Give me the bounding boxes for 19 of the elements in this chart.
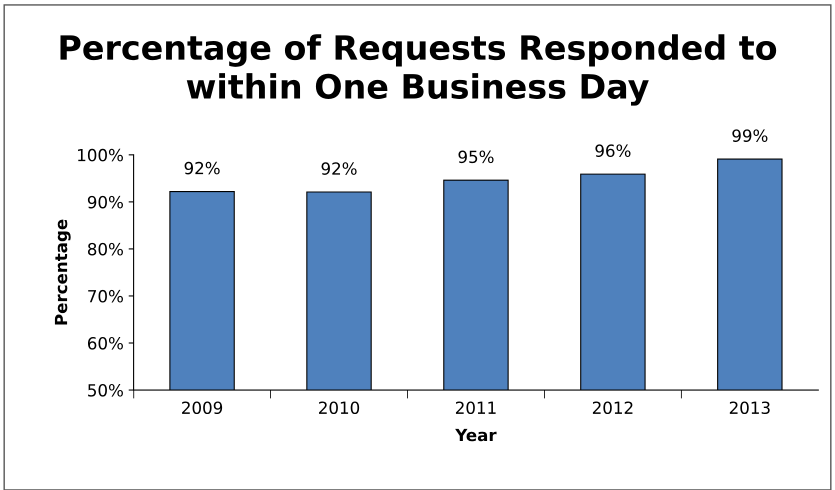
y-tick-label: 90% xyxy=(88,196,123,208)
data-label: 92% xyxy=(322,162,357,175)
x-tick-label: 2012 xyxy=(592,401,632,414)
data-label: 92% xyxy=(184,162,220,174)
y-tick-label: 80% xyxy=(88,242,123,256)
x-tick-label: 2009 xyxy=(182,401,222,414)
x-tick-label: 2011 xyxy=(456,401,496,414)
data-label: 96% xyxy=(595,144,630,158)
y-axis-title: Percentage xyxy=(54,220,71,325)
y-tick-label: 100% xyxy=(78,148,123,162)
y-tick-label: 70% xyxy=(88,290,123,303)
y-tick-label: 50% xyxy=(88,384,123,397)
x-tick-label: 2013 xyxy=(730,401,770,414)
y-tick-label: 60% xyxy=(88,336,123,350)
x-axis-title: Year xyxy=(455,428,497,442)
x-tick-label: 2010 xyxy=(319,401,360,414)
data-label: 99% xyxy=(732,129,768,142)
chart-title: Percentage of Requests Responded to within One Business Day xyxy=(60,34,776,106)
data-label: 95% xyxy=(458,150,494,164)
